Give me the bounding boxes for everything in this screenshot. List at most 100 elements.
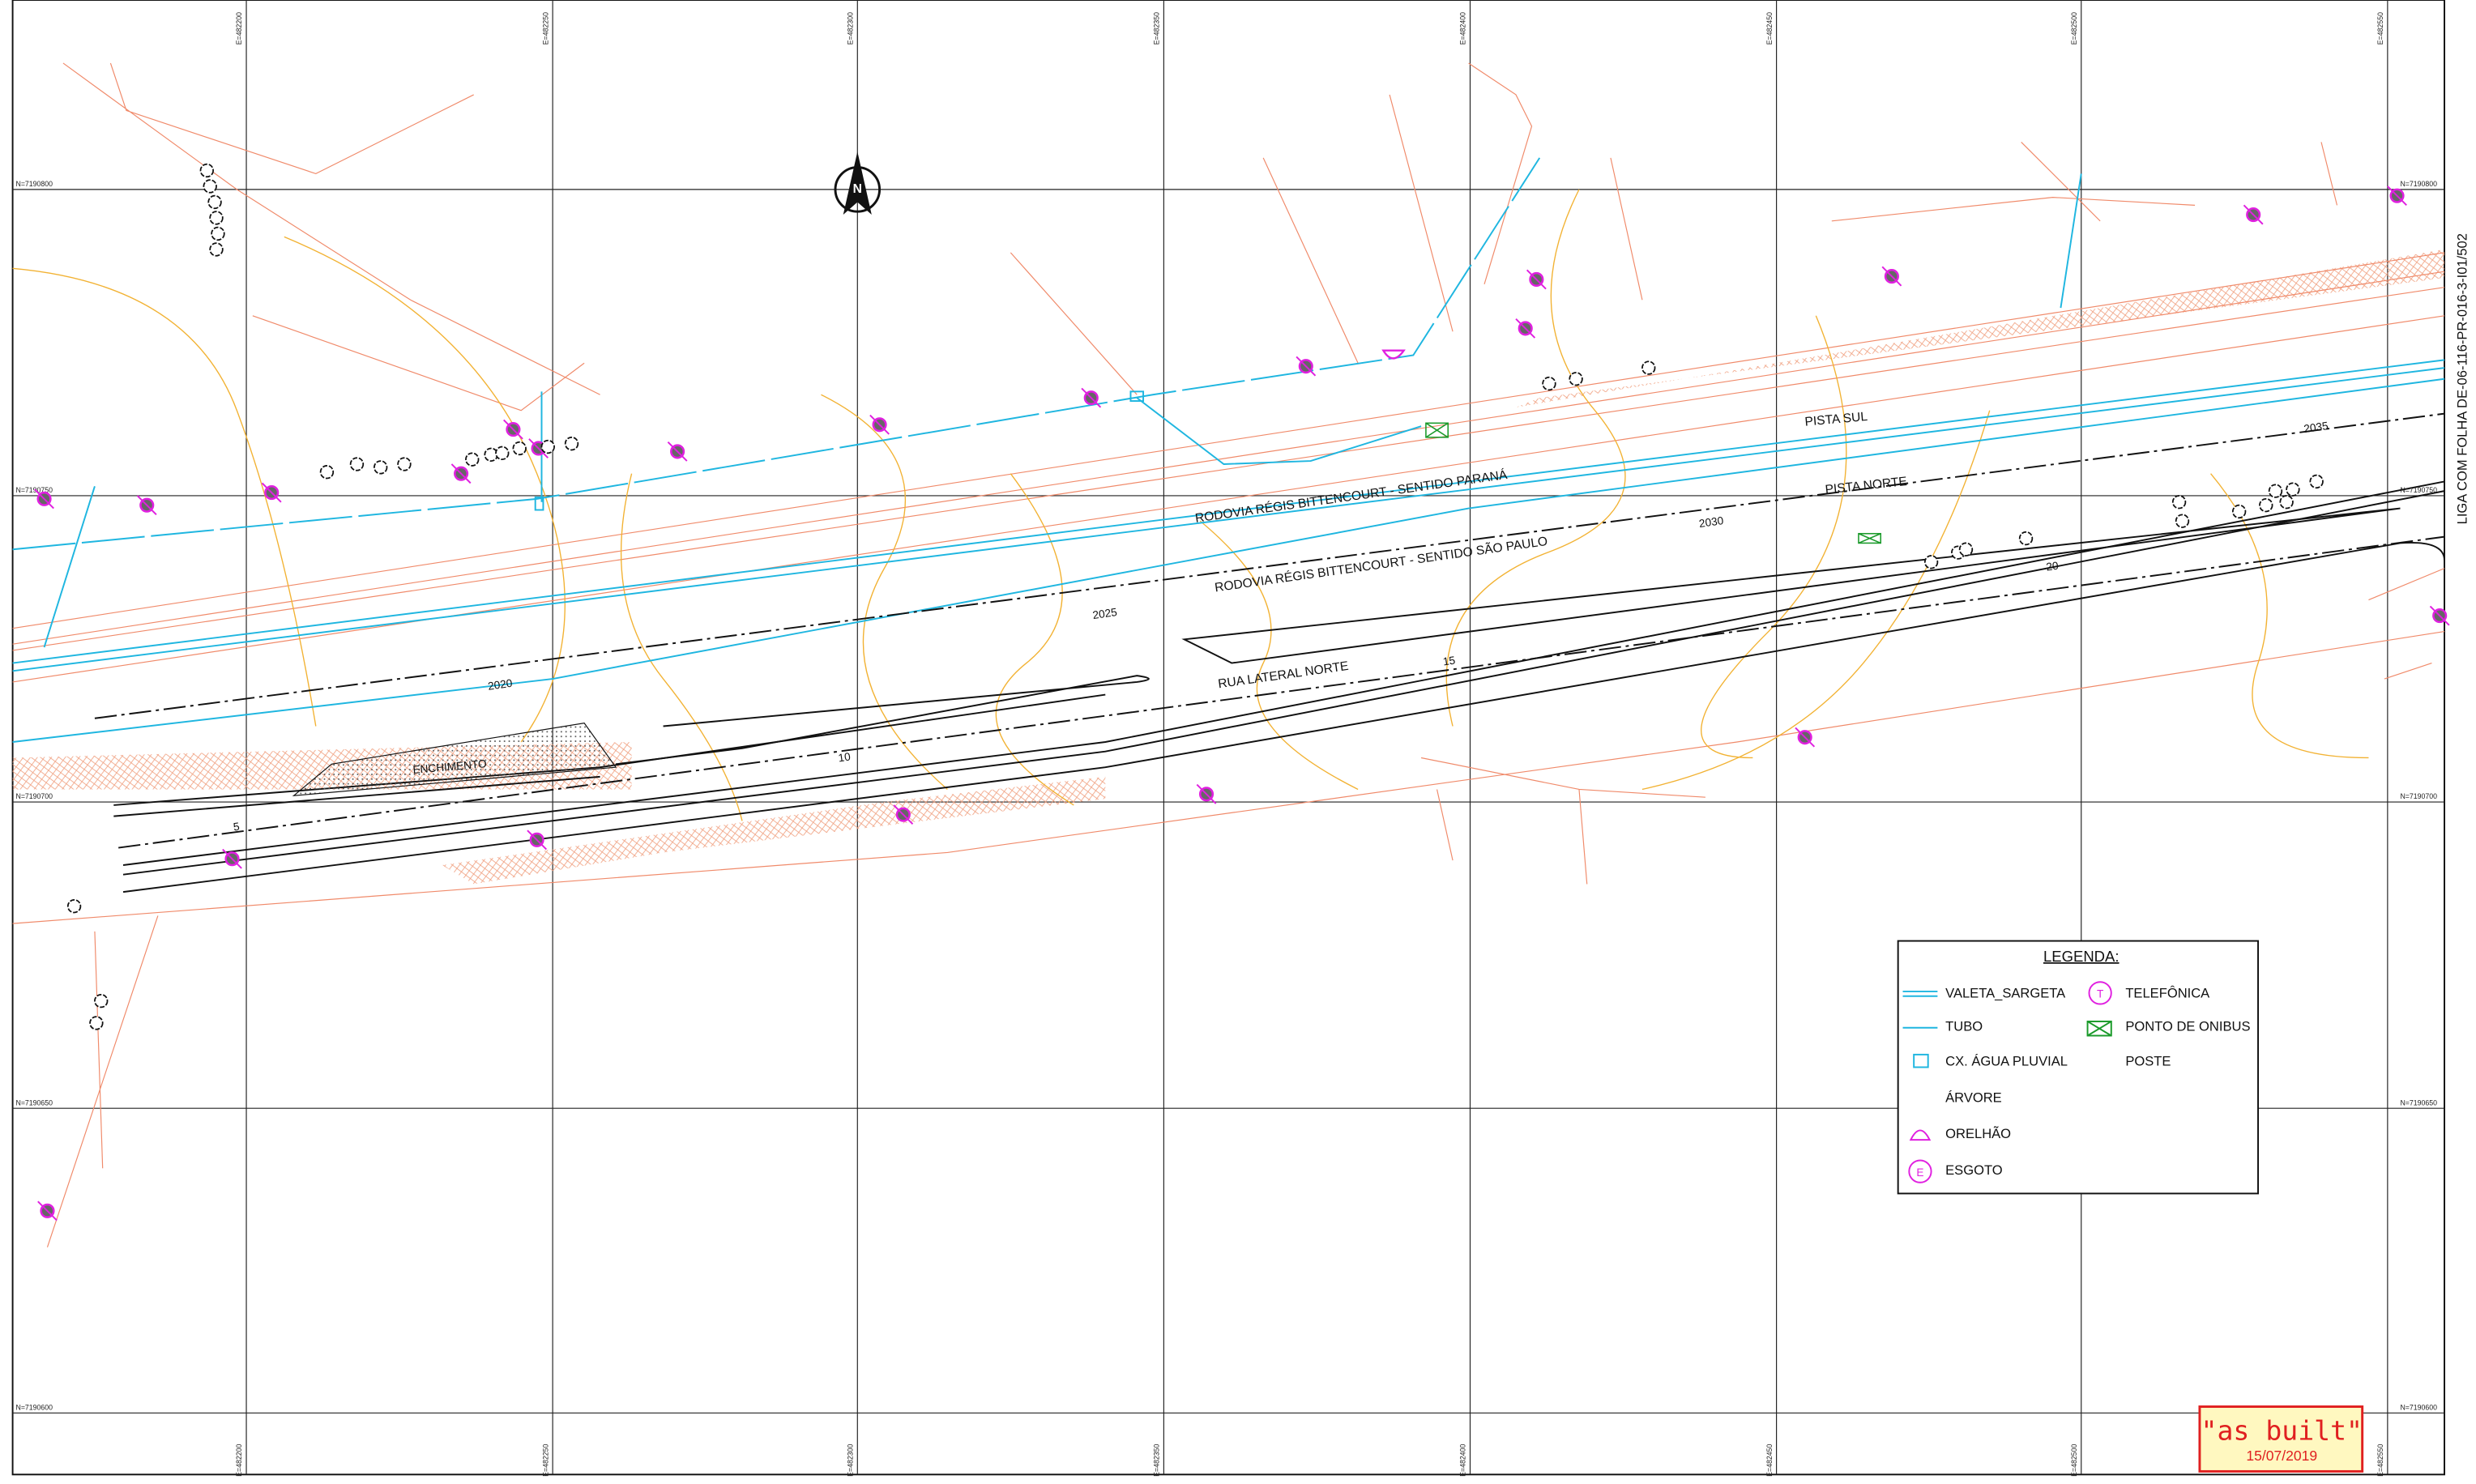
legend-label: CX. ÁGUA PLUVIAL (1945, 1054, 2068, 1069)
tree (2171, 495, 2187, 510)
bus-stop (1425, 422, 1882, 544)
drainage (12, 157, 2445, 743)
grid-label: N=7190700 (15, 792, 53, 800)
grid-label: E=482500 (2070, 12, 2078, 45)
tree (2268, 484, 2283, 498)
tree (209, 242, 224, 257)
tree (1641, 360, 1656, 375)
north-arrow: N (834, 151, 882, 215)
pole (2429, 605, 2450, 626)
north-label: N (853, 182, 862, 196)
pole (450, 463, 472, 484)
legend-symbol: T (2097, 988, 2104, 1000)
grid-label: N=7190650 (15, 1098, 53, 1107)
grid-label: E=482300 (846, 12, 854, 45)
legend-label: PONTO DE ONIBUS (2125, 1019, 2250, 1034)
frame (11, 0, 2445, 1476)
pole (2243, 204, 2264, 225)
roads (94, 412, 2445, 893)
tree (1542, 376, 1556, 391)
grid-label: E=482550 (2376, 1444, 2384, 1477)
pole (1795, 727, 1816, 748)
road-label: PISTA SUL (1804, 410, 1868, 429)
road-label: RODOVIA RÉGIS BITTENCOURT - SENTIDO SÃO … (1214, 532, 1548, 595)
pole (869, 414, 890, 435)
stamp: "as built" 15/07/2019 (2198, 1405, 2364, 1473)
pole (1515, 318, 1536, 339)
tree (209, 211, 224, 225)
tree (89, 1016, 104, 1030)
pole (261, 482, 282, 503)
legend-title: LEGENDA: (2043, 948, 2120, 965)
stamp-title: "as built" (2201, 1414, 2363, 1446)
tree (349, 457, 365, 471)
station-label: 2035 (2303, 420, 2329, 435)
public-phone (1381, 349, 1406, 360)
tree (94, 993, 109, 1009)
grid-label: E=482300 (846, 1444, 854, 1477)
pole (1881, 266, 1902, 287)
legend-label: ORELHÃO (1945, 1125, 2011, 1141)
station-label: 2020 (487, 677, 514, 693)
legend-label: TUBO (1945, 1019, 1983, 1034)
station-label: 5 (233, 821, 241, 834)
tree (512, 441, 527, 456)
tree (564, 436, 579, 451)
tree (2309, 474, 2324, 489)
pole (136, 495, 157, 516)
station-label: 15 (1442, 655, 1456, 668)
grid-label: E=482550 (2376, 12, 2384, 45)
pole (527, 829, 548, 851)
tree (66, 899, 82, 914)
tree (484, 447, 498, 462)
hatch-area (442, 776, 1106, 885)
pole (893, 804, 914, 825)
grid-label: N=7190800 (15, 180, 53, 188)
pole (222, 848, 242, 869)
grid-label: N=7190600 (15, 1403, 53, 1411)
road-label: PISTA NORTE (1825, 475, 1908, 497)
grid-label: N=7190800 (2400, 180, 2437, 188)
grid-label: E=482450 (1765, 12, 1774, 45)
pole (34, 488, 54, 510)
pole (503, 419, 523, 440)
grid-label: N=7190600 (2400, 1403, 2437, 1411)
pole (2387, 186, 2407, 207)
grid-label: E=482200 (235, 12, 243, 45)
pole (1081, 387, 1102, 408)
tree (211, 226, 225, 241)
tree (2175, 514, 2190, 528)
legend-symbol: E (1916, 1166, 1923, 1179)
tree (2231, 504, 2247, 519)
grid-label: E=482250 (541, 1444, 549, 1477)
grid-label: N=7190650 (2400, 1098, 2437, 1107)
tree (465, 452, 480, 467)
property-lines (12, 62, 2445, 1247)
grid-label: E=482350 (1153, 1444, 1161, 1477)
grid-label: N=7190750 (2400, 486, 2437, 494)
tree (1923, 555, 1939, 569)
legend-label: ÁRVORE (1945, 1090, 2002, 1105)
grid-label: E=482350 (1153, 12, 1161, 45)
pole (1296, 356, 1317, 377)
station-label: 2025 (1092, 606, 1118, 621)
tree (2279, 495, 2294, 510)
grid-label: E=482500 (2070, 1444, 2078, 1477)
tree (207, 194, 222, 210)
tree (203, 179, 217, 194)
grid-label: N=7190700 (2400, 792, 2437, 800)
stamp-date: 15/07/2019 (2246, 1448, 2317, 1464)
storm-box (534, 496, 544, 511)
tree (540, 439, 555, 454)
grid-label: E=482450 (1765, 1444, 1774, 1477)
tree (495, 446, 510, 461)
grid-label: N=7190750 (15, 486, 53, 494)
station-label: 2030 (1698, 514, 1725, 530)
station-label: 10 (838, 750, 852, 764)
grid-label: E=482250 (541, 12, 549, 45)
legend-label: VALETA_SARGETA (1945, 986, 2065, 1001)
pole (37, 1200, 58, 1222)
tree (319, 465, 335, 480)
